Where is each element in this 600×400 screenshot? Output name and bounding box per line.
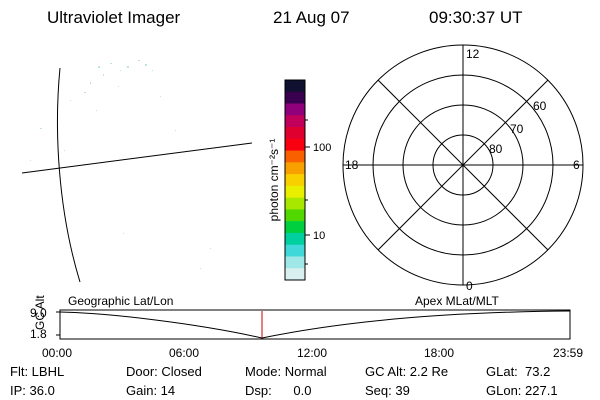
time-tick-1800: 18:00 (424, 346, 454, 360)
dsp-value: Dsp: 0.0 (245, 383, 312, 398)
color-bar-stripe (285, 103, 305, 116)
time-tick-0600: 06:00 (169, 346, 199, 360)
timeline-frame (59, 309, 571, 340)
timeline-y-title: GC Alt (33, 295, 47, 330)
time-tick-0000: 00:00 (42, 346, 72, 360)
color-bar-stripe (285, 185, 305, 199)
geographic-longitude: GLon: 227.1 (486, 383, 558, 398)
colorbar-label-10: 10 (313, 230, 325, 242)
mlat-label-80: 80 (489, 142, 503, 156)
color-bar-stripe (285, 127, 305, 140)
filter-value: Flt: LBHL (10, 364, 65, 379)
color-bar-stripe (285, 80, 305, 93)
color-bar-stripe (285, 209, 305, 222)
color-bar-stripe (285, 115, 305, 128)
mode-value: Mode: Normal (245, 364, 327, 379)
time-tick-1200: 12:00 (297, 346, 327, 360)
timeline-y-tick-min: 1.8 (30, 327, 47, 341)
door-status: Door: Closed (126, 364, 202, 379)
polar-diagonal-2 (377, 79, 549, 251)
color-bar-stripe (285, 197, 305, 210)
auroral-speckle (30, 60, 211, 269)
instrument-title: Ultraviolet Imager (47, 8, 181, 27)
coastline-curve (56, 67, 81, 283)
orbit-timeline: GC Alt 9.0 1.8 Geographic Lat/Lon Apex M… (30, 294, 583, 360)
colorbar-label-100: 100 (313, 142, 331, 154)
ip-value: IP: 36.0 (10, 383, 55, 398)
mlat-label-60: 60 (533, 99, 547, 113)
color-bar-stripe (285, 268, 305, 281)
apex-coords-label: Apex MLat/MLT (415, 294, 499, 308)
mlt-label-6: 6 (573, 158, 580, 172)
color-bar: 100 10 photon cm⁻²s⁻¹ (267, 79, 331, 281)
colorbar-unit-label: photon cm⁻²s⁻¹ (267, 139, 281, 222)
mlt-label-18: 18 (345, 158, 359, 172)
mlt-label-12: 12 (466, 47, 480, 61)
color-bar-stripe (285, 91, 305, 105)
color-bar-stripe (285, 232, 305, 246)
color-bar-frame (284, 79, 306, 281)
gain-value: Gain: 14 (126, 383, 176, 398)
sequence-value: Seq: 39 (365, 383, 410, 398)
polar-plot: 12 18 6 0 80 70 60 (342, 44, 584, 293)
color-bar-stripe (285, 162, 305, 175)
mlat-label-70: 70 (510, 122, 524, 136)
color-bar-stripe (285, 174, 305, 187)
geographic-coords-label: Geographic Lat/Lon (68, 294, 173, 308)
latitude-line (21, 142, 253, 174)
color-bar-gradient (285, 80, 305, 281)
color-bar-stripe (285, 221, 305, 234)
geographic-image-panel (21, 60, 253, 283)
color-bar-stripe (285, 150, 305, 163)
timeline-y-tick-max: 9.0 (30, 306, 47, 320)
time-tick-2359: 23:59 (553, 346, 583, 360)
color-bar-stripe (285, 256, 305, 269)
color-bar-stripe (285, 138, 305, 152)
observation-date: 21 Aug 07 (273, 8, 350, 27)
color-bar-stripe (285, 244, 305, 257)
geographic-latitude: GLat: 73.2 (486, 364, 551, 379)
mlt-label-0: 0 (466, 279, 473, 293)
altitude-curve (59, 310, 571, 339)
observation-time: 09:30:37 UT (429, 8, 523, 27)
gc-altitude-value: GC Alt: 2.2 Re (365, 364, 449, 379)
